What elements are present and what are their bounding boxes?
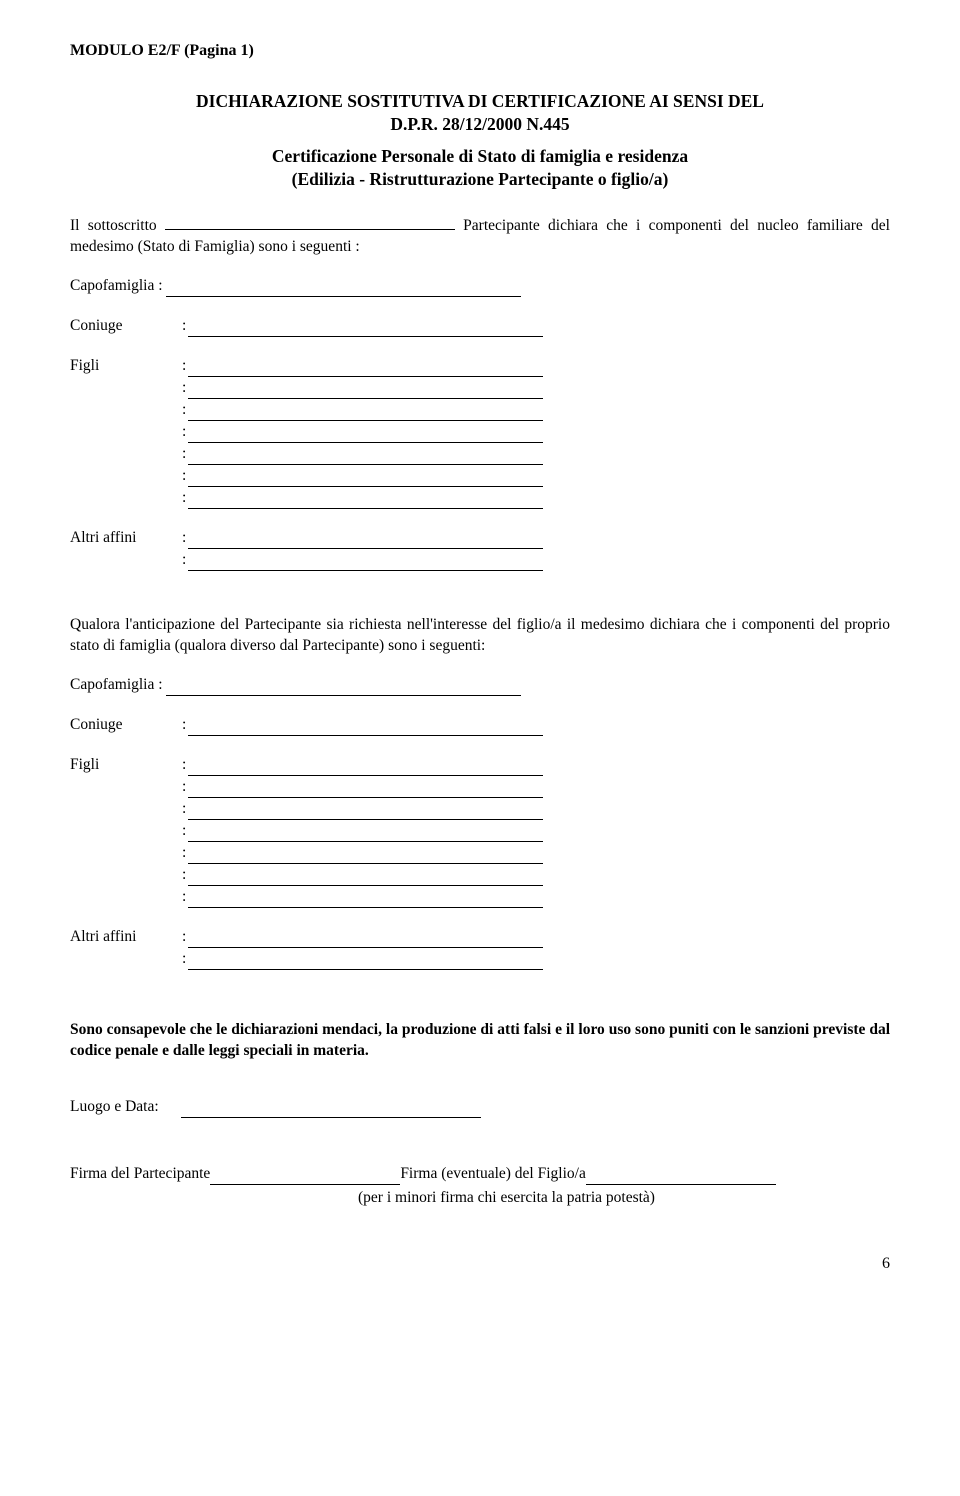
figli-label: Figli bbox=[70, 356, 182, 377]
capofamiglia-label: Capofamiglia : bbox=[70, 276, 166, 297]
intro-paragraph: Il sottoscritto Partecipante dichiara ch… bbox=[70, 216, 890, 258]
capofamiglia-blank-2[interactable] bbox=[166, 675, 521, 696]
altri-blank-1-1[interactable] bbox=[188, 548, 543, 549]
coniuge-label: Coniuge bbox=[70, 316, 182, 337]
subtitle-line-2: (Edilizia - Ristrutturazione Partecipant… bbox=[70, 168, 890, 192]
figli-blank-2-4[interactable] bbox=[188, 841, 543, 842]
altri-label: Altri affini bbox=[70, 528, 182, 549]
luogo-blank[interactable] bbox=[181, 1097, 481, 1118]
figli-blank-1-4[interactable] bbox=[188, 442, 543, 443]
capofamiglia-label-2: Capofamiglia : bbox=[70, 675, 166, 696]
capofamiglia-row-1: Capofamiglia : bbox=[70, 276, 890, 297]
capofamiglia-blank-1[interactable] bbox=[166, 276, 521, 297]
firma-partecipante-label: Firma del Partecipante bbox=[70, 1164, 210, 1185]
firma-figlio-label: Firma (eventuale) del Figlio/a bbox=[400, 1164, 586, 1185]
altri-blank-1-2[interactable] bbox=[188, 570, 543, 571]
figli-blank-1-6[interactable] bbox=[188, 486, 543, 487]
figli-blank-1-5[interactable] bbox=[188, 464, 543, 465]
coniuge-block-2: Coniuge: bbox=[70, 714, 890, 736]
title-line-2: D.P.R. 28/12/2000 N.445 bbox=[70, 113, 890, 137]
subtitle-line-1: Certificazione Personale di Stato di fam… bbox=[70, 145, 890, 169]
firma-partecipante-blank[interactable] bbox=[210, 1184, 400, 1185]
altri-blank-2-2[interactable] bbox=[188, 969, 543, 970]
luogo-label: Luogo e Data: bbox=[70, 1097, 159, 1118]
consapevole-paragraph: Sono consapevole che le dichiarazioni me… bbox=[70, 1020, 890, 1062]
figli-blank-2-7[interactable] bbox=[188, 907, 543, 908]
page-number: 6 bbox=[70, 1253, 890, 1275]
figli-blank-2-3[interactable] bbox=[188, 819, 543, 820]
figli-blank-2-5[interactable] bbox=[188, 863, 543, 864]
figli-blank-2-2[interactable] bbox=[188, 797, 543, 798]
qualora-paragraph: Qualora l'anticipazione del Partecipante… bbox=[70, 615, 890, 657]
coniuge-blank-2[interactable] bbox=[188, 735, 543, 736]
title-block: DICHIARAZIONE SOSTITUTIVA DI CERTIFICAZI… bbox=[70, 90, 890, 137]
altri-block-1: Altri affini: : bbox=[70, 527, 890, 571]
coniuge-blank-1[interactable] bbox=[188, 336, 543, 337]
figli-label-2: Figli bbox=[70, 755, 182, 776]
title-line-1: DICHIARAZIONE SOSTITUTIVA DI CERTIFICAZI… bbox=[70, 90, 890, 114]
coniuge-block-1: Coniuge: bbox=[70, 315, 890, 337]
signature-note: (per i minori firma chi esercita la patr… bbox=[70, 1188, 890, 1209]
intro-text-b: Partecipante dichiara che i componenti d… bbox=[70, 217, 890, 255]
figli-blank-1-7[interactable] bbox=[188, 508, 543, 509]
figli-block-2: Figli: : : : : : : bbox=[70, 754, 890, 908]
figli-blank-1-1[interactable] bbox=[188, 376, 543, 377]
coniuge-label-2: Coniuge bbox=[70, 715, 182, 736]
altri-blank-2-1[interactable] bbox=[188, 947, 543, 948]
figli-blank-1-3[interactable] bbox=[188, 420, 543, 421]
figli-blank-1-2[interactable] bbox=[188, 398, 543, 399]
figli-blank-2-6[interactable] bbox=[188, 885, 543, 886]
subtitle-block: Certificazione Personale di Stato di fam… bbox=[70, 145, 890, 192]
luogo-data-row: Luogo e Data: bbox=[70, 1097, 890, 1118]
altri-label-2: Altri affini bbox=[70, 927, 182, 948]
firma-figlio-blank[interactable] bbox=[586, 1184, 776, 1185]
altri-block-2: Altri affini: : bbox=[70, 926, 890, 970]
capofamiglia-row-2: Capofamiglia : bbox=[70, 675, 890, 696]
figli-blank-2-1[interactable] bbox=[188, 775, 543, 776]
sottoscritto-blank[interactable] bbox=[165, 229, 455, 230]
module-header: MODULO E2/F (Pagina 1) bbox=[70, 40, 890, 62]
figli-block-1: Figli: : : : : : : bbox=[70, 355, 890, 509]
intro-text-a: Il sottoscritto bbox=[70, 217, 165, 234]
signature-row: Firma del Partecipante Firma (eventuale)… bbox=[70, 1164, 890, 1185]
